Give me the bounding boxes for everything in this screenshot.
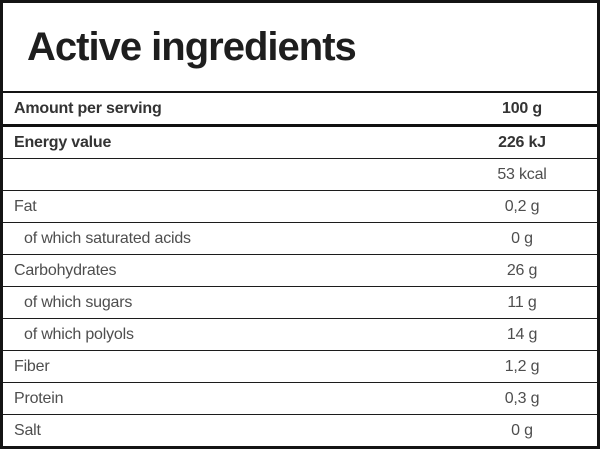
row-label: of which polyols xyxy=(24,325,134,343)
row-value: 0 g xyxy=(511,229,533,247)
table-row-protein: Protein 0,3 g xyxy=(3,383,597,415)
table-row-carbohydrates: Carbohydrates 26 g xyxy=(3,255,597,287)
row-value: 14 g xyxy=(506,325,538,343)
table-row-polyols: of which polyols 14 g xyxy=(3,319,597,351)
row-value: 11 g xyxy=(507,293,537,311)
row-value: 26 g xyxy=(506,261,538,279)
row-label: Energy value xyxy=(14,133,112,151)
row-label: Fat xyxy=(14,197,37,215)
row-label: Salt xyxy=(14,421,41,439)
row-label: of which saturated acids xyxy=(24,229,191,247)
table-row-energy-value: Energy value 226 kJ xyxy=(3,127,597,159)
row-value: 0 g xyxy=(511,421,533,439)
row-value: 0,3 g xyxy=(504,389,540,407)
row-label: Carbohydrates xyxy=(14,261,117,279)
row-label: Amount per serving xyxy=(14,99,162,117)
row-value: 53 kcal xyxy=(497,165,547,183)
row-value: 226 kJ xyxy=(498,133,546,151)
table-row-sugars: of which sugars 11 g xyxy=(3,287,597,319)
table-row-energy-kcal: 53 kcal xyxy=(3,159,597,191)
row-label: Protein xyxy=(14,389,64,407)
table-row-saturated-acids: of which saturated acids 0 g xyxy=(3,223,597,255)
row-label: of which sugars xyxy=(24,293,133,311)
table-row-amount-per-serving: Amount per serving 100 g xyxy=(3,93,597,127)
page-title: Active ingredients xyxy=(27,24,357,69)
table-row-fiber: Fiber 1,2 g xyxy=(3,351,597,383)
row-value: 100 g xyxy=(502,99,542,117)
table-row-fat: Fat 0,2 g xyxy=(3,191,597,223)
title-section: Active ingredients xyxy=(3,3,597,93)
row-label: Fiber xyxy=(14,357,50,375)
row-value: 1,2 g xyxy=(504,357,540,375)
table-row-salt: Salt 0 g xyxy=(3,415,597,446)
nutrition-table: Amount per serving 100 g Energy value 22… xyxy=(3,93,597,446)
row-value: 0,2 g xyxy=(504,197,540,215)
